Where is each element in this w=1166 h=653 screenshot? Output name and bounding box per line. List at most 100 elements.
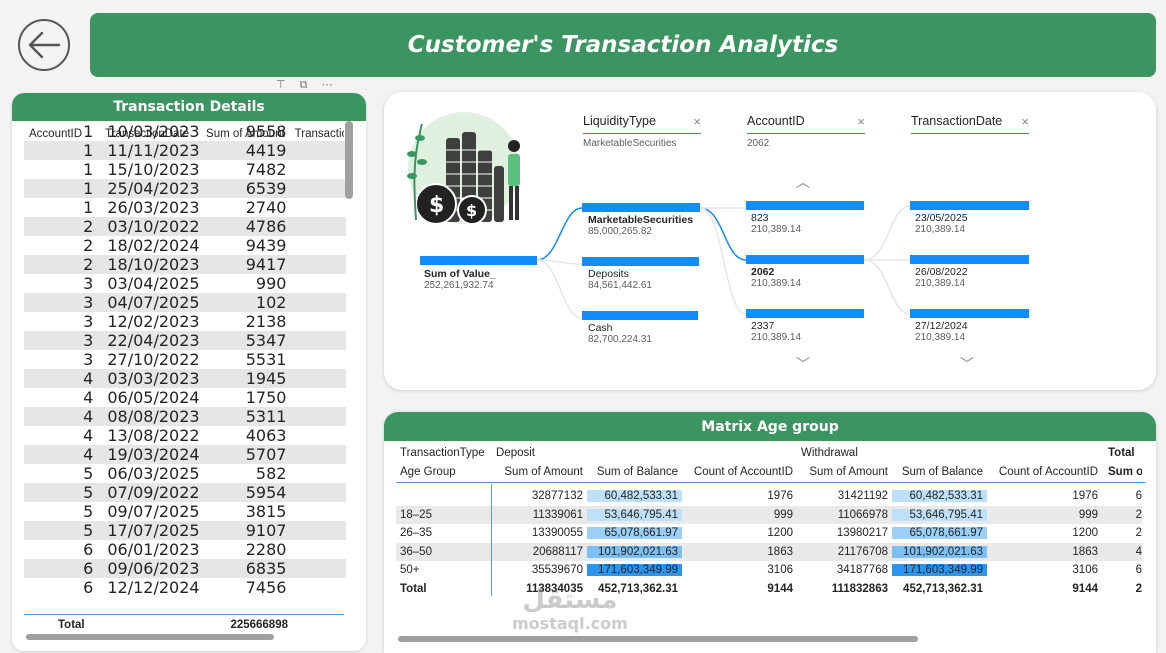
group-header-total[interactable]: Total (1108, 447, 1135, 460)
measure-header[interactable]: Sum of Balance (901, 465, 983, 478)
filter-icon[interactable]: ⊤ (276, 78, 300, 91)
cell-transactiondate: 13/08/2022 (107, 426, 200, 445)
row-header-age-group[interactable]: Age Group (400, 465, 456, 478)
tree-node[interactable]: Cash 82,700,224.31 (588, 322, 652, 345)
cell-accountid: 6 (83, 578, 94, 597)
measure-header[interactable]: Sum o (1108, 465, 1142, 478)
node-bar[interactable] (910, 309, 1029, 318)
measure-header[interactable]: Count of AccountID (693, 465, 793, 478)
vertical-scrollbar[interactable] (345, 121, 353, 199)
measure-header[interactable]: Sum of Amount (809, 465, 888, 478)
column-header-sum-of-amount[interactable]: Sum of Amount (206, 127, 285, 140)
tree-node[interactable]: 23/05/2025 210,389.14 (915, 212, 968, 235)
node-bar[interactable] (582, 203, 700, 212)
table-row[interactable]: 2 18/10/2023 9417 (24, 255, 346, 274)
table-row[interactable]: 4 08/08/2023 5311 (24, 407, 346, 426)
table-row[interactable]: 3 22/04/2023 5347 (24, 331, 346, 350)
back-button[interactable] (18, 19, 70, 71)
measure-header[interactable]: Sum of Balance (596, 465, 678, 478)
level-field-label: TransactionDate (911, 114, 1003, 128)
table-row[interactable]: 5 17/07/2025 9107 (24, 521, 346, 540)
table-row[interactable]: 4 06/05/2024 1750 (24, 388, 346, 407)
table-row[interactable]: 5 06/03/2025 582 (24, 464, 346, 483)
table-row[interactable]: 2 03/10/2022 4786 (24, 217, 346, 236)
table-row[interactable]: 6 12/12/2024 7456 (24, 578, 346, 597)
table-row[interactable]: 6 09/06/2023 6835 (24, 559, 346, 578)
matrix-row-header: 18–25 (400, 508, 432, 521)
chevron-up-icon[interactable]: ︿ (796, 175, 810, 191)
table-row[interactable]: 1 26/03/2023 2740 (24, 198, 346, 217)
table-row[interactable]: 4 19/03/2024 5707 (24, 445, 346, 464)
focus-mode-icon[interactable]: ⧉ (299, 78, 322, 91)
table-row[interactable]: 4 03/03/2023 1945 (24, 369, 346, 388)
row-header-transactiontype[interactable]: TransactionType (400, 447, 485, 460)
tree-node[interactable]: 26/08/2022 210,389.14 (915, 266, 968, 289)
tree-node[interactable]: 2337 210,389.14 (751, 320, 801, 343)
horizontal-scrollbar[interactable] (398, 636, 918, 642)
table-row[interactable]: 6 06/01/2023 2280 (24, 540, 346, 559)
column-header-transactiondate[interactable]: TransactionDate (105, 127, 190, 140)
matrix-row[interactable]: 26–35 13390055 65,078,661.97 1200 13980217 65… (396, 524, 1142, 543)
arrow-left-icon (28, 31, 61, 59)
node-label: 2337 (751, 320, 775, 332)
table-row[interactable]: 3 12/02/2023 2138 (24, 312, 346, 331)
close-icon[interactable]: × (1021, 114, 1029, 129)
node-bar[interactable] (746, 309, 864, 318)
close-icon[interactable]: × (857, 114, 865, 129)
visual-header-icons[interactable]: ⊤⧉⋯ (276, 78, 346, 92)
tree-node[interactable]: MarketableSecurities 85,000,265.82 (588, 214, 693, 237)
matrix-cell: 2 (1135, 508, 1142, 521)
group-header-withdrawal[interactable]: Withdrawal (801, 447, 858, 460)
chevron-down-icon[interactable]: ﹀ (796, 357, 810, 373)
matrix-row[interactable]: 32877132 60,482,533.31 1976 31421192 60,482,… (396, 487, 1142, 506)
more-options-icon[interactable]: ⋯ (321, 78, 347, 91)
node-bar[interactable] (746, 201, 864, 210)
column-header-transaction[interactable]: Transaction (294, 127, 344, 140)
close-icon[interactable]: × (693, 114, 701, 129)
matrix-row[interactable]: 36–50 20688117 101,902,021.63 1863 21176708 1… (396, 542, 1142, 561)
cell-sum-of-amount: 1945 (245, 369, 287, 388)
level-field-label: AccountID (747, 114, 805, 128)
chevron-down-icon[interactable]: ﹀ (960, 357, 974, 373)
level-header-transactiondate[interactable]: TransactionDate × (911, 114, 1029, 134)
tree-node[interactable]: 27/12/2024 210,389.14 (915, 320, 968, 343)
measure-header[interactable]: Count of AccountID (998, 465, 1098, 478)
level-filter-value: MarketableSecurities (583, 138, 677, 149)
table-row[interactable]: 1 11/11/2023 4419 (24, 141, 346, 160)
table-row[interactable]: 5 07/09/2022 5954 (24, 483, 346, 502)
table-row[interactable]: 1 15/10/2023 7482 (24, 160, 346, 179)
table-row[interactable]: 1 25/04/2023 6539 (24, 179, 346, 198)
node-bar[interactable] (910, 255, 1029, 264)
table-row[interactable]: 3 03/04/2025 990 (24, 274, 346, 293)
table-row[interactable]: 3 04/07/2025 102 (24, 293, 346, 312)
matrix-cell: 31421192 (837, 490, 888, 503)
group-header-deposit[interactable]: Deposit (496, 447, 535, 460)
matrix-row[interactable]: 18–25 11339061 53,646,795.41 999 11066978 53,… (396, 505, 1142, 524)
horizontal-scrollbar[interactable] (26, 634, 274, 640)
table-row[interactable]: 4 13/08/2022 4063 (24, 426, 346, 445)
level-header-accountid[interactable]: AccountID × (747, 114, 865, 134)
table-row[interactable]: 2 18/02/2024 9439 (24, 236, 346, 255)
node-bar[interactable] (582, 311, 698, 320)
node-bar[interactable] (746, 255, 864, 264)
svg-text:$: $ (429, 193, 444, 218)
tree-node[interactable]: 2062 210,389.14 (751, 266, 801, 289)
cell-sum-of-amount: 4419 (245, 141, 287, 160)
node-bar[interactable] (582, 257, 699, 266)
node-label: 2062 (751, 266, 775, 278)
column-header-accountid[interactable]: AccountID (29, 127, 83, 140)
cell-accountid: 4 (83, 369, 94, 388)
measure-header[interactable]: Sum of Amount (504, 465, 583, 478)
node-bar[interactable] (910, 201, 1029, 210)
level-header-liquiditytype[interactable]: LiquidityType × (583, 114, 701, 134)
table-row[interactable]: 3 27/10/2022 5531 (24, 350, 346, 369)
root-node-bar[interactable] (420, 256, 537, 265)
table-header-row: AccountID TransactionDate Sum of Amount … (24, 121, 344, 147)
cell-transactiondate: 18/10/2023 (107, 255, 200, 274)
table-row[interactable]: 1 10/03/2023 9558 (24, 122, 346, 141)
root-node[interactable]: Sum of Value_ 252,261,932.74 (424, 268, 496, 291)
tree-node[interactable]: Deposits 84,561,442.61 (588, 268, 652, 291)
matrix-row[interactable]: 50+ 35539670 171,603,349.99 3106 34187768 171… (396, 561, 1142, 580)
table-row[interactable]: 5 09/07/2025 3815 (24, 502, 346, 521)
tree-node[interactable]: 823 210,389.14 (751, 212, 801, 235)
